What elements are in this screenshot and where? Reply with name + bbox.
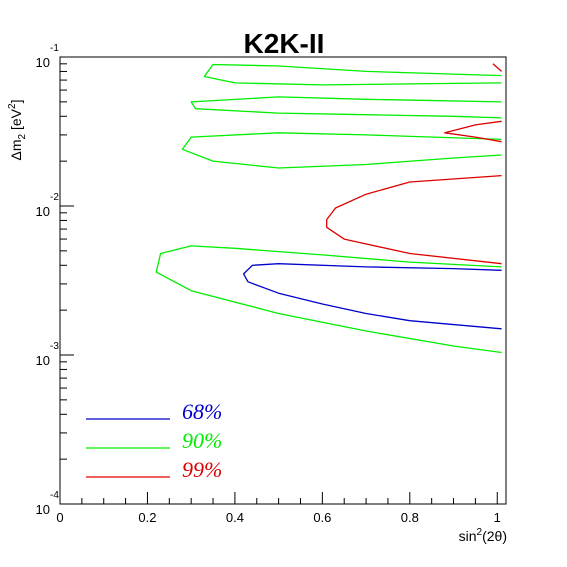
- contour-series: [155, 63, 503, 354]
- x-axis-label: sin2(2θ): [459, 527, 507, 544]
- legend-label-99: 99%: [182, 457, 222, 482]
- y-tick-exponent: -2: [50, 192, 59, 203]
- y-tick-exponent: -1: [50, 43, 59, 54]
- contour-line-68-0: [242, 263, 502, 330]
- x-tick-label: 0.6: [313, 510, 331, 525]
- contour-line-90-2: [190, 96, 502, 119]
- legend-label-68: 68%: [182, 399, 222, 424]
- contour-line-99-5: [492, 63, 503, 72]
- contour-line-99-7: [326, 174, 502, 265]
- y-tick-label: 10: [36, 55, 50, 70]
- plot-frame: [59, 56, 507, 505]
- contour-line-99-6: [444, 120, 502, 143]
- y-tick-label: 10: [36, 353, 50, 368]
- legend-label-90: 90%: [182, 428, 222, 453]
- contour-line-90-3: [181, 132, 502, 169]
- x-tick-label: 1: [494, 510, 501, 525]
- contour-line-90-1: [203, 63, 502, 86]
- y-tick-exponent: -3: [50, 341, 59, 352]
- y-tick-label: 10: [36, 204, 50, 219]
- contour-line-90-4: [155, 245, 502, 354]
- legend: 68% 90% 99%: [86, 399, 222, 482]
- x-tick-label: 0: [56, 510, 63, 525]
- x-tick-label: 0.4: [226, 510, 244, 525]
- y-tick-label: 10: [36, 502, 50, 517]
- chart-title: K2K-II: [244, 28, 325, 59]
- y-tick-exponent: -4: [50, 490, 59, 501]
- svg-text:Δm2 [eV2]: Δm2 [eV2]: [7, 100, 28, 161]
- axis-ticks: 0 0.2 0.4 0.6 0.8 110-110-210-310-4: [36, 43, 501, 525]
- y-axis-label: Δm2 [eV2]: [7, 100, 28, 161]
- x-tick-label: 0.8: [401, 510, 419, 525]
- x-tick-label: 0.2: [138, 510, 156, 525]
